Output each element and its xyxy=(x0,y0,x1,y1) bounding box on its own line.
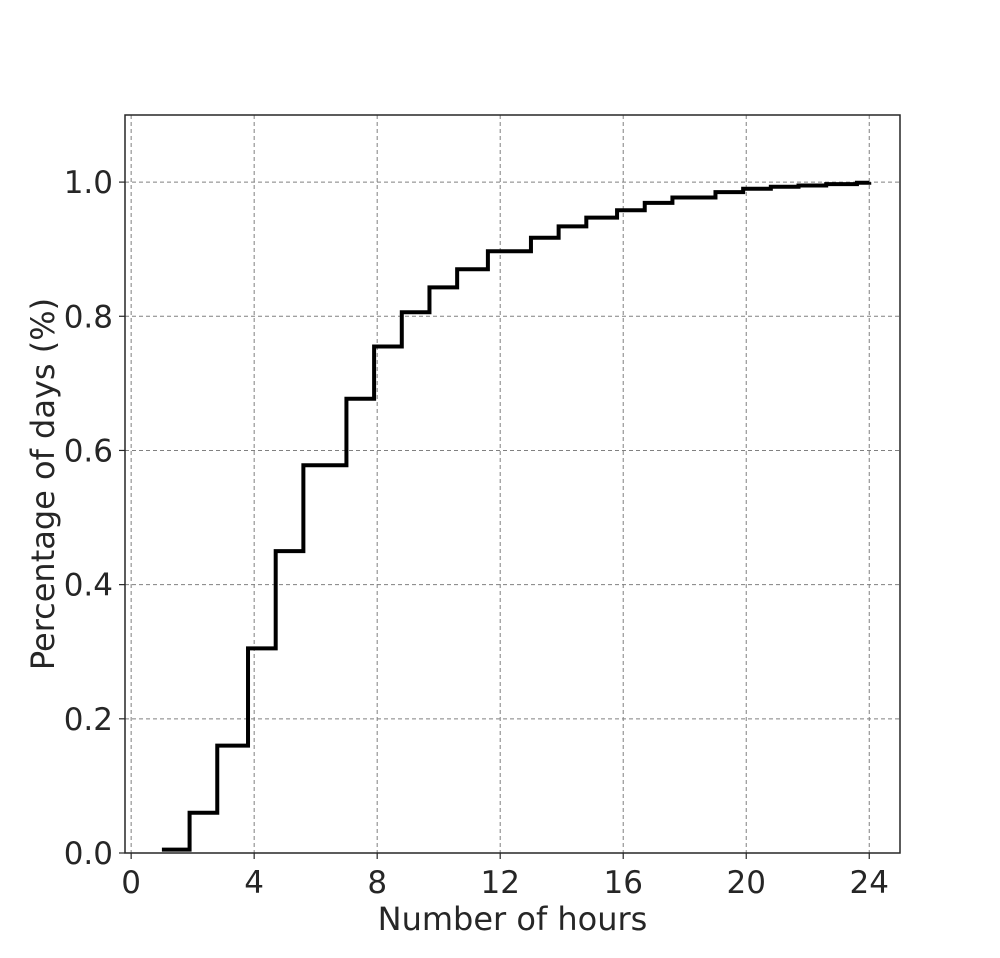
axis-ticks: 0 4 8 12 16 20 24 0.0 0.2 0.4 0.6 0.8 1.0 xyxy=(64,165,889,901)
y-tick-label: 0.8 xyxy=(64,299,113,335)
cdf-step-line xyxy=(161,180,872,852)
x-tick-label: 16 xyxy=(603,865,642,901)
y-tick-label: 0.4 xyxy=(64,568,113,604)
x-tick-label: 24 xyxy=(850,865,889,901)
x-tick-label: 20 xyxy=(727,865,766,901)
plot-frame xyxy=(124,114,901,854)
x-tick-label: 0 xyxy=(121,865,141,901)
x-tick-label: 4 xyxy=(244,865,264,901)
y-tick-label: 0.2 xyxy=(64,702,113,738)
y-tick-label: 0.6 xyxy=(64,433,113,469)
x-tick-label: 12 xyxy=(480,865,519,901)
grid-lines xyxy=(125,115,900,854)
y-axis-label: Percentage of days (%) xyxy=(24,298,62,670)
y-tick-label: 0.0 xyxy=(64,836,113,872)
x-axis-label: Number of hours xyxy=(378,900,648,938)
y-tick-label: 1.0 xyxy=(64,165,113,201)
x-tick-label: 8 xyxy=(367,865,387,901)
